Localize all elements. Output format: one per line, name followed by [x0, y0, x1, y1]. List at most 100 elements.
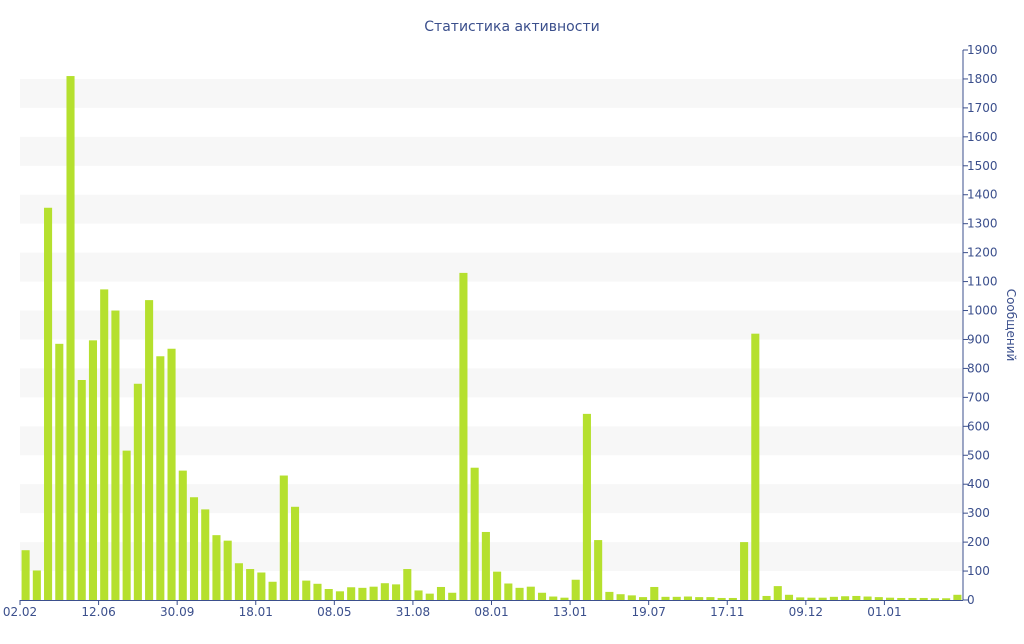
- bar: [425, 593, 434, 600]
- bar: [897, 597, 906, 600]
- bar: [100, 289, 109, 600]
- bar: [55, 343, 64, 600]
- bar: [223, 540, 232, 600]
- x-tick-label: 12.06: [81, 605, 115, 619]
- bar: [212, 535, 221, 600]
- bar: [560, 597, 569, 600]
- bar: [751, 333, 760, 600]
- y-tick-label: 300: [967, 506, 990, 520]
- bar: [829, 596, 838, 600]
- bar: [515, 587, 524, 600]
- bar: [291, 506, 300, 600]
- bar: [436, 586, 446, 600]
- grid-band: [20, 426, 963, 456]
- bar: [156, 356, 165, 600]
- bar: [616, 594, 625, 600]
- y-tick-label: 1900: [967, 43, 998, 57]
- bar: [481, 531, 490, 600]
- bar: [717, 597, 726, 600]
- bar: [594, 540, 603, 600]
- grid-band: [20, 310, 963, 340]
- y-tick-label: 200: [967, 535, 990, 549]
- grid-band: [20, 542, 963, 572]
- bar: [526, 586, 535, 600]
- x-tick-label: 08.01: [474, 605, 508, 619]
- bar: [683, 596, 692, 600]
- bar: [313, 583, 322, 600]
- bar: [796, 597, 805, 600]
- bar: [807, 597, 816, 600]
- y-tick-label: 1300: [967, 217, 998, 231]
- bar: [942, 598, 951, 600]
- y-tick-label: 1500: [967, 159, 998, 173]
- grid-band: [20, 78, 963, 108]
- bar: [537, 592, 547, 600]
- x-tick-label: 31.08: [396, 605, 430, 619]
- bar: [380, 583, 389, 600]
- bar: [268, 581, 277, 600]
- bar: [706, 597, 715, 600]
- x-tick-label: 08.05: [317, 605, 351, 619]
- grid-bands: [20, 78, 963, 572]
- bar: [661, 596, 670, 600]
- bar: [953, 594, 962, 600]
- grid-band: [20, 136, 963, 166]
- bar: [740, 542, 749, 600]
- x-tick-label: 09.12: [789, 605, 823, 619]
- bar: [178, 470, 187, 600]
- bar: [335, 591, 344, 600]
- bar: [470, 467, 479, 600]
- bar: [448, 592, 457, 600]
- bar: [369, 586, 378, 600]
- bar: [403, 569, 412, 600]
- bar: [639, 597, 648, 600]
- y-tick-label: 1000: [967, 304, 998, 318]
- bar: [234, 563, 243, 600]
- y-tick-label: 100: [967, 564, 990, 578]
- chart-title: Статистика активности: [424, 19, 599, 35]
- bar: [201, 509, 210, 600]
- x-tick-label: 01.01: [867, 605, 901, 619]
- x-tick-label: 30.09: [160, 605, 194, 619]
- x-tick-label: 19.07: [631, 605, 665, 619]
- y-tick-label: 800: [967, 361, 990, 375]
- bar: [21, 550, 30, 600]
- y-tick-label: 0: [967, 593, 975, 607]
- y-tick-label: 1600: [967, 130, 998, 144]
- bar: [167, 348, 176, 600]
- bar: [650, 586, 659, 600]
- y-tick-label: 1100: [967, 275, 998, 289]
- bar: [347, 587, 356, 600]
- y-axis-label: Сообщений: [1004, 289, 1018, 362]
- bar: [77, 380, 86, 600]
- y-tick-label: 1200: [967, 246, 998, 260]
- y-tick-label: 900: [967, 332, 990, 346]
- bar: [358, 587, 367, 600]
- bar: [571, 579, 580, 600]
- bars: [21, 76, 962, 601]
- bar: [493, 571, 502, 600]
- bar: [728, 597, 737, 600]
- bar: [44, 207, 53, 600]
- x-tick-label: 13.01: [553, 605, 587, 619]
- bar: [246, 569, 255, 600]
- y-tick-label: 500: [967, 448, 990, 462]
- bar: [302, 580, 311, 600]
- bar: [605, 591, 614, 600]
- bar: [852, 595, 861, 600]
- bar: [582, 413, 591, 600]
- y-tick-label: 1700: [967, 101, 998, 115]
- bar: [459, 272, 468, 600]
- bar: [695, 597, 704, 600]
- y-tick-label: 400: [967, 477, 990, 491]
- bar: [133, 383, 142, 600]
- bar: [773, 586, 782, 600]
- bar: [32, 570, 41, 600]
- y-tick-label: 600: [967, 419, 990, 433]
- y-tick-label: 700: [967, 390, 990, 404]
- bar: [919, 597, 928, 600]
- bar: [66, 76, 75, 601]
- bar: [627, 595, 636, 600]
